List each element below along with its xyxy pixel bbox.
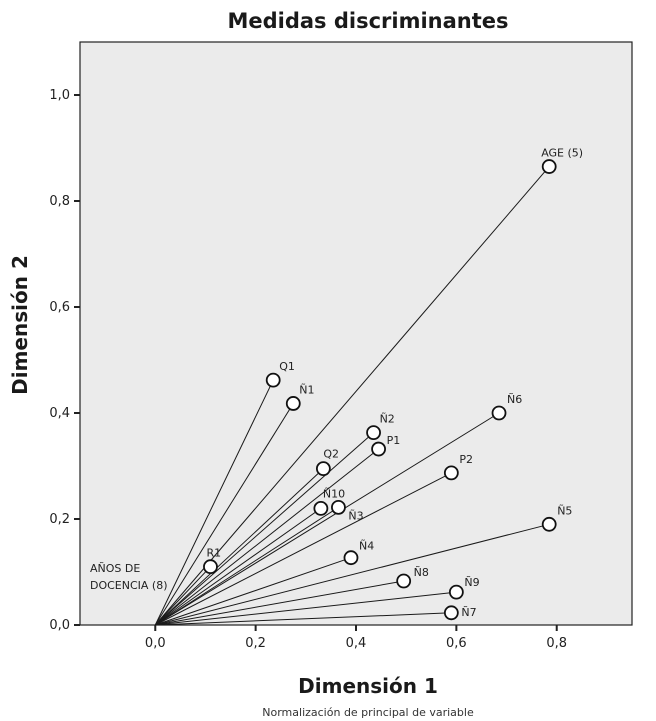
point-marker (371, 441, 386, 457)
origin-annotation-line-1: AÑOS DE (90, 562, 140, 575)
x-tick-label: 0,8 (546, 636, 567, 651)
x-tick-label: 0,6 (446, 636, 467, 651)
vector-line (155, 612, 452, 626)
point-marker (331, 499, 346, 515)
point-label: AGE (5) (541, 147, 583, 160)
point-label: Ñ4 (359, 540, 374, 553)
point-label: Q2 (323, 448, 339, 461)
point-marker (448, 584, 464, 600)
vector-line (155, 472, 452, 626)
vector-line (154, 379, 274, 626)
point-marker (366, 425, 381, 441)
point-label: Ñ8 (414, 566, 429, 579)
x-tick-label: 0,0 (145, 636, 166, 651)
y-tick-label: 1,0 (49, 88, 70, 103)
chart-footnote: Normalización de principal de variable (262, 706, 474, 719)
point-marker (315, 461, 331, 477)
point-marker (285, 396, 301, 411)
point-label: P1 (387, 434, 401, 447)
point-label: Ñ9 (464, 576, 479, 589)
point-marker (203, 559, 218, 575)
point-marker (443, 605, 459, 621)
point-marker (313, 500, 329, 516)
vector-line (155, 591, 457, 626)
origin-annotation-line-2: DOCENCIA (8) (90, 579, 168, 592)
y-tick-label: 0,4 (49, 406, 70, 421)
point-marker (541, 159, 557, 174)
point-marker (541, 516, 557, 532)
vector-line (154, 166, 550, 626)
vector-line (155, 557, 352, 626)
vector-lines (154, 166, 550, 626)
y-tick-label: 0,2 (49, 512, 70, 527)
point-label: P2 (459, 453, 473, 466)
point-marker (443, 465, 459, 481)
plot-area (79, 41, 633, 626)
vector-line (154, 432, 374, 626)
vector-line (154, 403, 294, 626)
point-label: Ñ1 (299, 383, 314, 396)
y-tick-label: 0,8 (49, 194, 70, 209)
point-label: Q1 (279, 360, 295, 373)
point-marker (491, 405, 507, 421)
point-label: Ñ3 (348, 509, 363, 522)
vector-line (155, 523, 550, 626)
point-label: Ñ6 (507, 393, 522, 406)
point-markers (203, 159, 557, 621)
point-label: Ñ7 (461, 606, 476, 619)
vector-line (155, 412, 500, 626)
x-axis-title: Dimensión 1 (298, 674, 438, 698)
chart-title: Medidas discriminantes (227, 9, 508, 33)
vector-line (154, 448, 379, 626)
point-marker (265, 372, 281, 388)
x-tick-label: 0,4 (346, 636, 367, 651)
point-label: Ñ10 (323, 487, 345, 500)
axis-ticks: 0,0 0,2 0,4 0,6 0,8 0,0 0,2 0,4 0,6 0,8 1,0 (49, 88, 567, 651)
point-label: Ñ5 (557, 504, 572, 517)
vector-line (154, 566, 211, 626)
point-label: R1 (206, 547, 221, 560)
y-tick-label: 0,0 (49, 618, 70, 633)
vector-line (154, 507, 322, 626)
point-marker (396, 573, 412, 589)
x-tick-label: 0,2 (245, 636, 266, 651)
vector-line (154, 468, 324, 626)
y-tick-label: 0,6 (49, 300, 70, 315)
vector-line (155, 580, 404, 626)
y-axis-title: Dimensión 2 (8, 255, 32, 395)
vector-line (155, 506, 339, 626)
point-label: Ñ2 (380, 413, 395, 426)
point-marker (343, 550, 359, 566)
